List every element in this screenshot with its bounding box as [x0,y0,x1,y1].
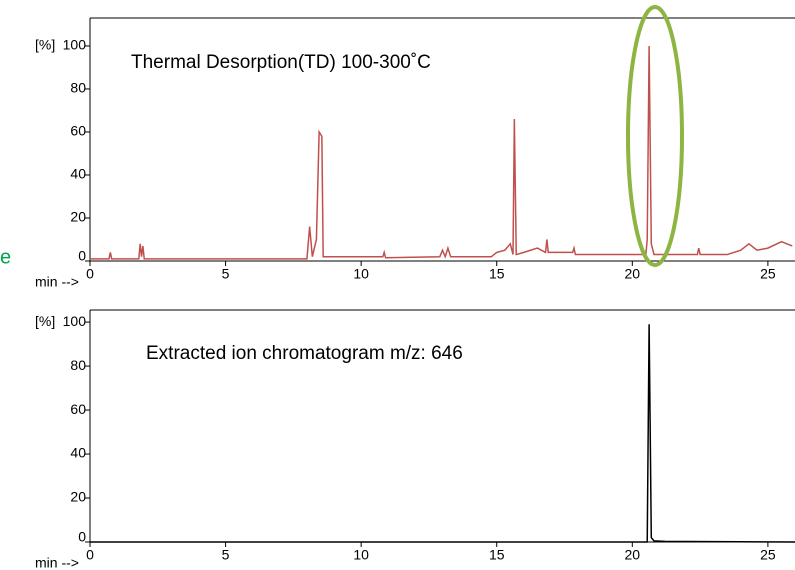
y-tick-label: 20 [70,489,86,505]
x-tick-label: 5 [222,266,230,282]
y-tick-label: 80 [70,80,86,96]
x-tick-label: 25 [760,547,776,563]
x-axis-label: min --> [35,274,79,290]
highlight-ellipse [626,5,684,267]
y-tick-label: 40 [70,166,86,182]
y-axis-label: [%] [35,37,55,53]
x-tick-label: 20 [625,266,641,282]
annotation: Extracted ion chromatogram m/z: 646 [146,343,463,364]
y-tick-label: 100 [63,37,87,53]
y-tick-label: 80 [70,357,86,373]
x-tick-label: 10 [353,266,369,282]
cropped-text: e [0,246,11,268]
x-tick-label: 10 [353,547,369,563]
chromatogram-line [90,45,793,260]
x-tick-label: 0 [86,266,94,282]
y-tick-label: 20 [70,209,86,225]
annotation: Thermal Desorption(TD) 100-300˚C [131,52,431,73]
y-tick-label: 40 [70,445,86,461]
x-tick-label: 20 [625,547,641,563]
y-tick-label: 0 [78,248,86,264]
x-tick-label: 15 [489,266,505,282]
x-tick-label: 0 [86,547,94,563]
y-tick-label: 60 [70,123,86,139]
chromatogram-line [90,324,795,543]
y-axis-label: [%] [35,313,55,329]
y-tick-label: 60 [70,401,86,417]
x-tick-label: 25 [760,266,776,282]
y-tick-label: 100 [63,313,87,329]
y-tick-label: 0 [78,529,86,545]
x-axis-label: min --> [35,555,79,570]
x-tick-label: 5 [222,547,230,563]
x-tick-label: 15 [489,547,505,563]
